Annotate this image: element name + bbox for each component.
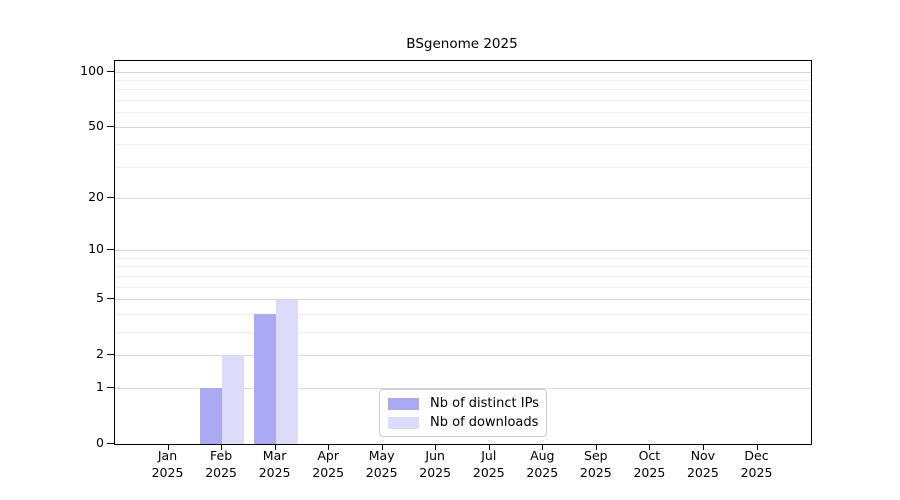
y-tick-label: 2	[96, 346, 104, 361]
y-tick-label: 5	[96, 290, 104, 305]
y-tick-label: 0	[96, 435, 104, 450]
gridline-minor	[115, 80, 811, 81]
x-tick-label: Sep 2025	[579, 448, 612, 480]
x-tick	[595, 444, 597, 450]
gridline-minor	[115, 100, 811, 101]
gridline-minor	[115, 112, 811, 113]
gridline-major	[115, 250, 811, 251]
gridline-major	[115, 299, 811, 300]
bar-downloads	[275, 299, 298, 444]
x-tick-label: Jul 2025	[472, 448, 505, 480]
bar-downloads	[222, 355, 245, 444]
gridline-minor	[115, 287, 811, 288]
gridline-minor	[115, 144, 811, 145]
x-tick	[756, 444, 758, 450]
y-tick-label: 100	[80, 63, 104, 78]
gridline-minor	[115, 89, 811, 90]
x-tick	[488, 444, 490, 450]
x-tick-label: Mar 2025	[258, 448, 291, 480]
legend: Nb of distinct IPs Nb of downloads	[379, 389, 547, 437]
gridline-major	[115, 355, 811, 356]
y-tick-label: 10	[88, 241, 104, 256]
gridline-minor	[115, 314, 811, 315]
legend-label-downloads: Nb of downloads	[430, 415, 539, 430]
x-tick	[435, 444, 437, 450]
gridline-minor	[115, 266, 811, 267]
x-tick	[274, 444, 276, 450]
gridline-minor	[115, 276, 811, 277]
plot-area	[114, 60, 812, 445]
x-tick-label: Apr 2025	[312, 448, 345, 480]
x-tick-label: Jan 2025	[151, 448, 184, 480]
legend-swatch-downloads	[388, 416, 419, 429]
x-tick	[702, 444, 704, 450]
legend-label-distinct-ips: Nb of distinct IPs	[430, 396, 539, 411]
x-tick	[328, 444, 330, 450]
y-tick	[107, 387, 114, 388]
legend-swatch-distinct-ips	[388, 397, 419, 410]
x-tick	[542, 444, 544, 450]
x-tick-label: Nov 2025	[686, 448, 719, 480]
y-tick-label: 1	[96, 379, 104, 394]
y-tick-label: 20	[88, 189, 104, 204]
y-tick	[107, 126, 114, 127]
gridline-major	[115, 198, 811, 199]
y-tick	[107, 354, 114, 355]
x-tick-label: Oct 2025	[633, 448, 666, 480]
gridline-minor	[115, 258, 811, 259]
y-tick-label: 50	[88, 118, 104, 133]
legend-entry-distinct-ips: Nb of distinct IPs	[388, 396, 539, 411]
x-tick-label: Jun 2025	[419, 448, 452, 480]
y-tick	[107, 197, 114, 198]
y-tick	[107, 298, 114, 299]
gridline-major	[115, 388, 811, 389]
chart-title: BSgenome 2025	[406, 36, 518, 52]
y-tick	[107, 249, 114, 250]
gridline-major	[115, 127, 811, 128]
x-tick-label: Aug 2025	[526, 448, 559, 480]
y-tick	[107, 443, 114, 444]
x-tick	[381, 444, 383, 450]
x-tick-label: Dec 2025	[740, 448, 773, 480]
x-tick-label: May 2025	[365, 448, 398, 480]
x-tick	[167, 444, 169, 450]
bar-distinct-ips	[253, 314, 276, 444]
x-tick-label: Feb 2025	[205, 448, 237, 480]
x-tick	[221, 444, 223, 450]
gridline-minor	[115, 332, 811, 333]
x-tick	[649, 444, 651, 450]
gridline-minor	[115, 167, 811, 168]
legend-entry-downloads: Nb of downloads	[388, 415, 538, 430]
y-tick	[107, 71, 114, 72]
bar-distinct-ips	[200, 388, 223, 444]
gridline-major	[115, 72, 811, 73]
